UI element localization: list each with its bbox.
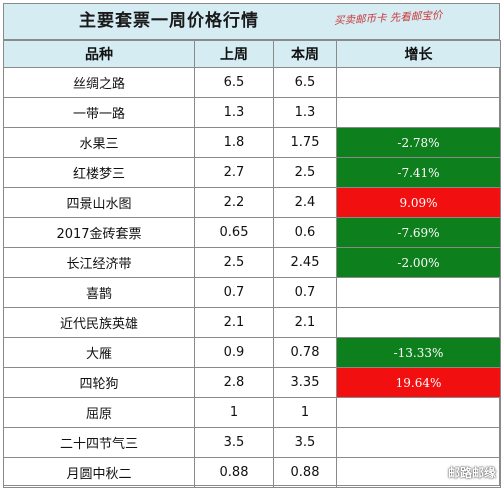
- cell-change: -7.41%: [336, 157, 501, 188]
- cell-this-week: 0.6: [273, 217, 337, 248]
- cell-last-week: 0.9: [194, 337, 274, 368]
- cell-last-week: 1.8: [194, 127, 274, 158]
- cell-last-week: 2.1: [194, 307, 274, 338]
- table-row: 四景山水图 2.2 2.4 9.09%: [3, 187, 501, 218]
- cell-name: 二十四节气三: [3, 427, 195, 458]
- cell-name: 四景山水图: [3, 187, 195, 218]
- cell-last-week: 1: [194, 397, 274, 428]
- title-bar: 主要套票一周价格行情: [3, 3, 500, 40]
- cell-change: 9.09%: [336, 187, 501, 218]
- cell-last-week: 0.65: [194, 217, 274, 248]
- table-row: 2017金砖套票 0.65 0.6 -7.69%: [3, 217, 501, 248]
- cell-last-week: 6.5: [194, 67, 274, 98]
- table-row: 屈原 1 1: [3, 397, 501, 428]
- cell-this-week: 6.5: [273, 67, 337, 98]
- cell-name: 丝绸之路: [3, 67, 195, 98]
- table-body: 丝绸之路 6.5 6.5 一带一路 1.3 1.3 水果三 1.8 1.75 -2.78% 红楼梦三…: [3, 67, 501, 488]
- cell-change: [336, 67, 501, 98]
- cell-change: 19.64%: [336, 367, 501, 398]
- cell-last-week: 2.7: [194, 157, 274, 188]
- chat-bubble-icon: [430, 467, 444, 478]
- cell-change: [336, 427, 501, 458]
- cell-name: 四轮狗: [3, 367, 195, 398]
- cell-last-week: 1.3: [194, 97, 274, 128]
- cell-name: 近代民族英雄: [3, 307, 195, 338]
- table-row: 丝绸之路 6.5 6.5: [3, 67, 501, 98]
- cell-this-week: 1.75: [273, 127, 337, 158]
- col-header-last-week: 上周: [194, 40, 274, 68]
- cell-last-week: 2.2: [194, 187, 274, 218]
- col-header-name: 品种: [3, 40, 195, 68]
- cell-change: [336, 397, 501, 428]
- cell-last-week: 3.5: [194, 427, 274, 458]
- table-row: 喜鹊 0.7 0.7: [3, 277, 501, 308]
- table-row: 长江经济带 2.5 2.45 -2.00%: [3, 247, 501, 278]
- cell-this-week: 2.45: [273, 247, 337, 278]
- table-row: 月圆中秋二 0.88 0.88: [3, 457, 501, 488]
- table-row: 二十四节气三 3.5 3.5: [3, 427, 501, 458]
- table-row: 四轮狗 2.8 3.35 19.64%: [3, 367, 501, 398]
- cell-name: 红楼梦三: [3, 157, 195, 188]
- cell-this-week: 2.1: [273, 307, 337, 338]
- cell-this-week: 0.7: [273, 277, 337, 308]
- cell-last-week: 0.88: [194, 457, 274, 488]
- cell-name: 水果三: [3, 127, 195, 158]
- cell-change: [336, 307, 501, 338]
- cell-this-week: 0.78: [273, 337, 337, 368]
- cell-change: [336, 97, 501, 128]
- cell-name: 一带一路: [3, 97, 195, 128]
- cell-name: 大雁: [3, 337, 195, 368]
- cell-change: -2.00%: [336, 247, 501, 278]
- brand-name: 邮路邮缘: [447, 466, 496, 480]
- cell-name: 月圆中秋二: [3, 457, 195, 488]
- cell-change: [336, 457, 501, 488]
- table-title: 主要套票一周价格行情: [79, 11, 259, 31]
- table-row: 红楼梦三 2.7 2.5 -7.41%: [3, 157, 501, 188]
- price-table: 品种 上周 本周 增长 丝绸之路 6.5 6.5 一带一路 1.3 1.3 水果三 1.8 1.…: [3, 40, 501, 488]
- cell-name: 喜鹊: [3, 277, 195, 308]
- col-header-change: 增长: [336, 40, 501, 68]
- table-row: 近代民族英雄 2.1 2.1: [3, 307, 501, 338]
- cell-change: -2.78%: [336, 127, 501, 158]
- table-row: 大雁 0.9 0.78 -13.33%: [3, 337, 501, 368]
- cell-this-week: 1.3: [273, 97, 337, 128]
- header-row: 品种 上周 本周 增长: [3, 40, 501, 68]
- cell-last-week: 2.8: [194, 367, 274, 398]
- cell-this-week: 2.5: [273, 157, 337, 188]
- cell-name: 2017金砖套票: [3, 217, 195, 248]
- cell-name: 长江经济带: [3, 247, 195, 278]
- cell-change: [336, 277, 501, 308]
- cell-change: -13.33%: [336, 337, 501, 368]
- brand-watermark: 邮路邮缘: [430, 464, 496, 481]
- cell-name: 屈原: [3, 397, 195, 428]
- cell-this-week: 2.4: [273, 187, 337, 218]
- col-header-this-week: 本周: [273, 40, 337, 68]
- cell-this-week: 1: [273, 397, 337, 428]
- cell-this-week: 0.88: [273, 457, 337, 488]
- cell-this-week: 3.5: [273, 427, 337, 458]
- cell-this-week: 3.35: [273, 367, 337, 398]
- cell-last-week: 2.5: [194, 247, 274, 278]
- cell-last-week: 0.7: [194, 277, 274, 308]
- table-row: 水果三 1.8 1.75 -2.78%: [3, 127, 501, 158]
- table-row: 一带一路 1.3 1.3: [3, 97, 501, 128]
- cell-change: -7.69%: [336, 217, 501, 248]
